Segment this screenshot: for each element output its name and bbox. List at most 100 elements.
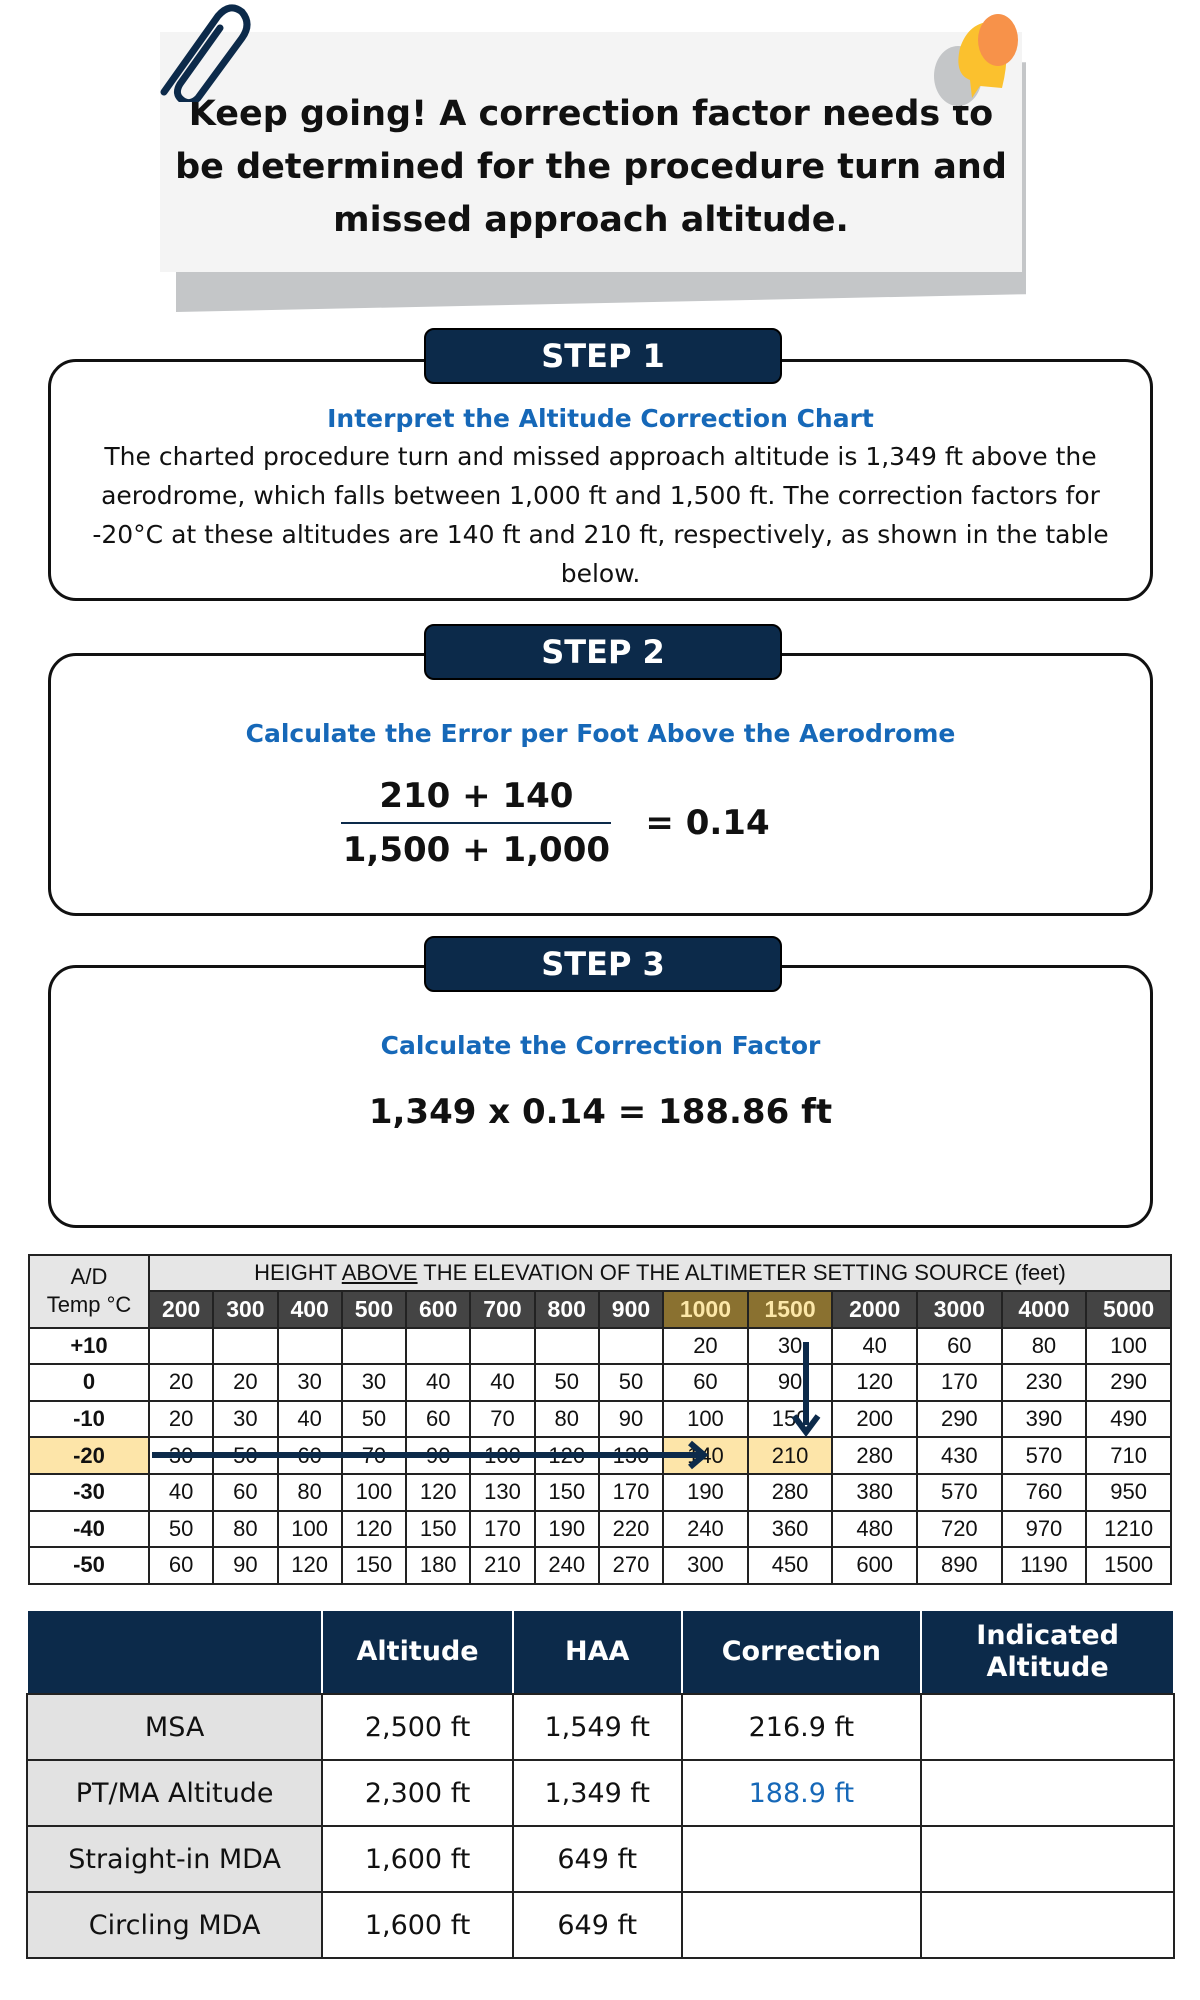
fraction-result: = 0.14 [645, 803, 770, 843]
fraction: 210 + 140 1,500 + 1,000 = 0.14 [51, 776, 1150, 870]
chart-cell: 300 [662, 1546, 749, 1585]
row-label: PT/MA Altitude [25, 1759, 324, 1827]
intro-text: Keep going! A correction factor needs to… [175, 93, 1007, 240]
chart-cell: 60 [662, 1363, 749, 1402]
column-header: 600 [405, 1290, 472, 1329]
temp-label: +10 [28, 1326, 150, 1366]
summary-cell: 1,600 ft [321, 1891, 514, 1959]
chart-cell: 30 [340, 1363, 408, 1402]
chart-row: +10 20 30 40 60 80 100 [28, 1326, 1172, 1366]
summary-row: Straight-in MDA 1,600 ft 649 ft [25, 1825, 1175, 1893]
temp-label: -40 [28, 1509, 150, 1549]
summary-header: Altitude [321, 1609, 514, 1695]
chart-cell: 210 [469, 1546, 536, 1585]
summary-header: Indicated Altitude [920, 1609, 1175, 1695]
chart-cell: 30 [212, 1399, 279, 1439]
chart-cell: 280 [831, 1436, 918, 1475]
summary-cell: 216.9 ft [680, 1693, 923, 1761]
chart-cell: 1210 [1085, 1509, 1172, 1549]
chart-row: -50 60 90 120 150 180 210 240 270 300 450 600 890 119… [28, 1546, 1172, 1585]
chart-cell: 190 [533, 1509, 600, 1549]
chart-cell: 40 [405, 1363, 472, 1402]
temp-label: -30 [28, 1472, 150, 1512]
chart-row: -30 40 60 80 100 120 130 150 170 190 280 380 570 760 9… [28, 1472, 1172, 1512]
summary-cell: 2,500 ft [321, 1693, 514, 1761]
chart-cell: 100 [276, 1509, 343, 1549]
chart-row: -40 50 80 100 120 150 170 190 220 240 360 480 720 970… [28, 1509, 1172, 1549]
chart-cell [276, 1326, 343, 1366]
corner-header: A/D Temp °C [28, 1254, 150, 1329]
summary-cell [680, 1825, 923, 1893]
chart-cell: 430 [916, 1436, 1003, 1475]
chart-cell: 380 [831, 1472, 918, 1512]
summary-cell [920, 1891, 1175, 1959]
chart-cell [469, 1326, 536, 1366]
step3-badge: STEP 3 [424, 936, 782, 992]
column-header: 900 [597, 1290, 665, 1329]
column-header: 5000 [1085, 1290, 1172, 1329]
summary-cell [920, 1825, 1175, 1893]
chart-cell: 40 [276, 1399, 343, 1439]
chart-cell: 20 [662, 1326, 749, 1366]
column-header: 800 [533, 1290, 600, 1329]
chart-cell: 70 [340, 1436, 408, 1475]
pushpin-icon [934, 14, 1018, 106]
summary-cell [920, 1693, 1175, 1761]
column-header: 1500 [746, 1290, 834, 1329]
chart-cell: 60 [916, 1326, 1003, 1366]
summary-cell: 2,300 ft [321, 1759, 514, 1827]
chart-cell: 90 [212, 1546, 279, 1585]
chart-row: -20 30 50 60 70 90 100 120 130 140 210 280 430 570 710 [28, 1436, 1172, 1475]
chart-cell: 290 [1085, 1363, 1172, 1402]
chart-cell: 120 [276, 1546, 343, 1585]
chart-row: -10 20 30 40 50 60 70 80 90 100 150 200 290 390 490 [28, 1399, 1172, 1439]
summary-cell [680, 1891, 923, 1959]
chart-cell: 1190 [1000, 1546, 1088, 1585]
summary-cell: 1,549 ft [511, 1693, 683, 1761]
step2-badge: STEP 2 [424, 624, 782, 680]
chart-cell: 20 [212, 1363, 279, 1402]
chart-cell: 40 [469, 1363, 536, 1402]
row-label: MSA [25, 1693, 324, 1761]
paperclip-icon [160, 4, 251, 102]
chart-cell [405, 1326, 472, 1366]
chart-cell: 970 [1000, 1509, 1088, 1549]
chart-cell: 450 [746, 1546, 834, 1585]
column-header: 200 [147, 1290, 215, 1329]
chart-cell: 240 [533, 1546, 600, 1585]
chart-cell: 240 [662, 1509, 749, 1549]
chart-cell: 50 [340, 1399, 408, 1439]
temp-label: -50 [28, 1546, 150, 1585]
chart-cell: 80 [1000, 1326, 1088, 1366]
chart-cell: 40 [147, 1472, 215, 1512]
chart-cell [533, 1326, 600, 1366]
chart-cell: 360 [746, 1509, 834, 1549]
chart-cell [340, 1326, 408, 1366]
chart-cell: 720 [916, 1509, 1003, 1549]
summary-row: PT/MA Altitude 2,300 ft 1,349 ft 188.9 ft [25, 1759, 1175, 1827]
chart-cell: 50 [597, 1363, 665, 1402]
chart-cell: 70 [469, 1399, 536, 1439]
chart-cell: 230 [1000, 1363, 1088, 1402]
chart-cell: 150 [405, 1509, 472, 1549]
summary-header: HAA [511, 1609, 683, 1695]
chart-cell: 150 [533, 1472, 600, 1512]
chart-cell: 60 [147, 1546, 215, 1585]
chart-cell: 120 [831, 1363, 918, 1402]
chart-cell: 30 [746, 1326, 834, 1366]
step1-title: Interpret the Altitude Correction Chart [327, 404, 874, 433]
row-label: Circling MDA [25, 1891, 324, 1959]
chart-cell: 280 [746, 1472, 834, 1512]
numerator: 210 + 140 [341, 776, 612, 824]
summary-cell: 1,349 ft [511, 1759, 683, 1827]
chart-cell: 890 [916, 1546, 1003, 1585]
chart-cell: 1500 [1085, 1546, 1172, 1585]
chart-cell: 100 [340, 1472, 408, 1512]
chart-cell: 60 [212, 1472, 279, 1512]
corner-top: A/D [70, 1264, 108, 1290]
column-header: 400 [276, 1290, 343, 1329]
chart-cell: 30 [276, 1363, 343, 1402]
chart-cell: 290 [916, 1399, 1003, 1439]
chart-cell: 600 [831, 1546, 918, 1585]
chart-cell: 170 [597, 1472, 665, 1512]
